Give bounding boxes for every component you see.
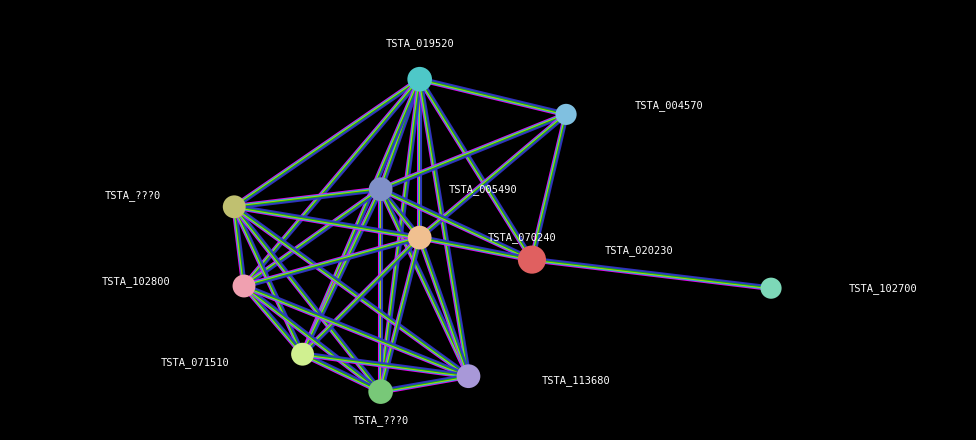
Ellipse shape [555, 104, 577, 125]
Text: TSTA_071510: TSTA_071510 [161, 358, 229, 368]
Ellipse shape [232, 275, 256, 297]
Ellipse shape [223, 195, 246, 218]
Ellipse shape [518, 246, 546, 274]
Text: TSTA_102800: TSTA_102800 [102, 276, 171, 287]
Text: TSTA_004570: TSTA_004570 [634, 100, 703, 111]
Text: TSTA_???0: TSTA_???0 [104, 191, 161, 201]
Text: TSTA_019520: TSTA_019520 [386, 39, 454, 49]
Ellipse shape [407, 67, 432, 92]
Text: TSTA_???0: TSTA_???0 [352, 415, 409, 425]
Ellipse shape [368, 379, 393, 404]
Ellipse shape [457, 364, 480, 388]
Ellipse shape [408, 226, 431, 249]
Text: TSTA_102700: TSTA_102700 [849, 283, 917, 293]
Text: TSTA_005490: TSTA_005490 [449, 184, 517, 194]
Text: TSTA_070240: TSTA_070240 [488, 232, 556, 243]
Ellipse shape [760, 278, 782, 299]
Ellipse shape [291, 343, 314, 366]
Ellipse shape [369, 177, 392, 201]
Text: TSTA_020230: TSTA_020230 [605, 246, 673, 256]
Text: TSTA_113680: TSTA_113680 [542, 375, 610, 386]
